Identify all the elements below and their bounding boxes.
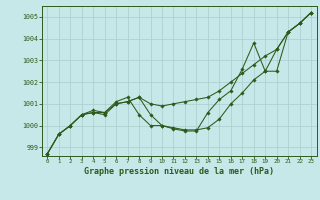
- X-axis label: Graphe pression niveau de la mer (hPa): Graphe pression niveau de la mer (hPa): [84, 167, 274, 176]
